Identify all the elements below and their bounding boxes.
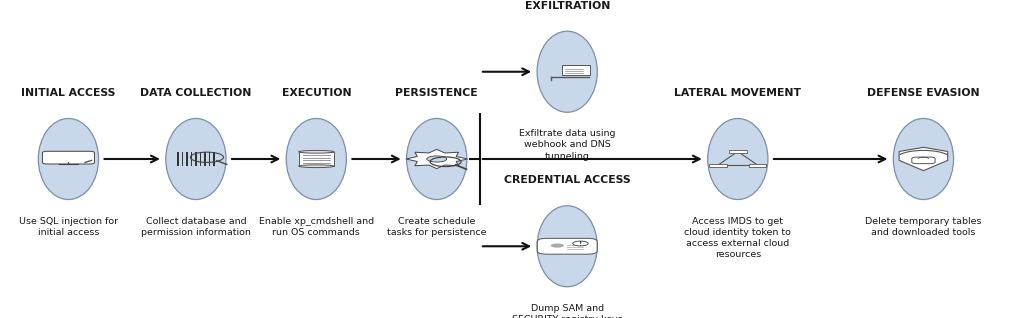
FancyBboxPatch shape bbox=[749, 163, 767, 167]
Text: Create schedule
tasks for persistence: Create schedule tasks for persistence bbox=[387, 217, 486, 237]
Text: LATERAL MOVEMENT: LATERAL MOVEMENT bbox=[674, 88, 802, 98]
Ellipse shape bbox=[893, 119, 953, 199]
FancyBboxPatch shape bbox=[204, 152, 206, 166]
Text: CREDENTIAL ACCESS: CREDENTIAL ACCESS bbox=[504, 176, 631, 185]
Ellipse shape bbox=[708, 119, 768, 199]
Ellipse shape bbox=[38, 119, 98, 199]
Text: EXFILTRATION: EXFILTRATION bbox=[524, 1, 610, 11]
Ellipse shape bbox=[538, 31, 597, 112]
Text: Access IMDS to get
cloud identity token to
access external cloud
resources: Access IMDS to get cloud identity token … bbox=[684, 217, 792, 259]
FancyBboxPatch shape bbox=[42, 151, 94, 164]
Polygon shape bbox=[899, 147, 948, 171]
Ellipse shape bbox=[538, 206, 597, 287]
FancyBboxPatch shape bbox=[911, 157, 935, 164]
Text: EXECUTION: EXECUTION bbox=[282, 88, 351, 98]
Ellipse shape bbox=[299, 150, 334, 153]
FancyBboxPatch shape bbox=[177, 152, 179, 166]
Polygon shape bbox=[406, 149, 468, 169]
Text: PERSISTENCE: PERSISTENCE bbox=[395, 88, 478, 98]
Text: Enable xp_cmdshell and
run OS commands: Enable xp_cmdshell and run OS commands bbox=[259, 217, 374, 237]
Text: Delete temporary tables
and downloaded tools: Delete temporary tables and downloaded t… bbox=[865, 217, 982, 237]
FancyBboxPatch shape bbox=[729, 150, 746, 153]
FancyBboxPatch shape bbox=[190, 152, 193, 166]
Text: Dump SAM and
SECURITY registry keys: Dump SAM and SECURITY registry keys bbox=[512, 304, 623, 318]
Text: Exfiltrate data using
webhook and DNS
tunneling: Exfiltrate data using webhook and DNS tu… bbox=[519, 129, 615, 161]
FancyBboxPatch shape bbox=[299, 152, 334, 166]
Circle shape bbox=[427, 156, 446, 162]
Text: DATA COLLECTION: DATA COLLECTION bbox=[140, 88, 252, 98]
Text: INITIAL ACCESS: INITIAL ACCESS bbox=[22, 88, 116, 98]
Ellipse shape bbox=[287, 119, 346, 199]
FancyBboxPatch shape bbox=[186, 152, 188, 166]
Text: Collect database and
permission information: Collect database and permission informat… bbox=[141, 217, 251, 237]
FancyBboxPatch shape bbox=[200, 152, 201, 166]
Ellipse shape bbox=[407, 119, 467, 199]
Text: !: ! bbox=[579, 240, 582, 246]
FancyBboxPatch shape bbox=[209, 152, 210, 166]
FancyBboxPatch shape bbox=[195, 152, 197, 166]
FancyBboxPatch shape bbox=[538, 238, 597, 254]
Ellipse shape bbox=[166, 119, 226, 199]
Text: DEFENSE EVASION: DEFENSE EVASION bbox=[867, 88, 980, 98]
FancyBboxPatch shape bbox=[562, 65, 591, 75]
Ellipse shape bbox=[299, 165, 334, 168]
FancyBboxPatch shape bbox=[709, 163, 727, 167]
FancyBboxPatch shape bbox=[182, 152, 183, 166]
Circle shape bbox=[551, 244, 564, 248]
Circle shape bbox=[572, 241, 588, 246]
FancyBboxPatch shape bbox=[213, 152, 215, 166]
Text: Use SQL injection for
initial access: Use SQL injection for initial access bbox=[18, 217, 118, 237]
